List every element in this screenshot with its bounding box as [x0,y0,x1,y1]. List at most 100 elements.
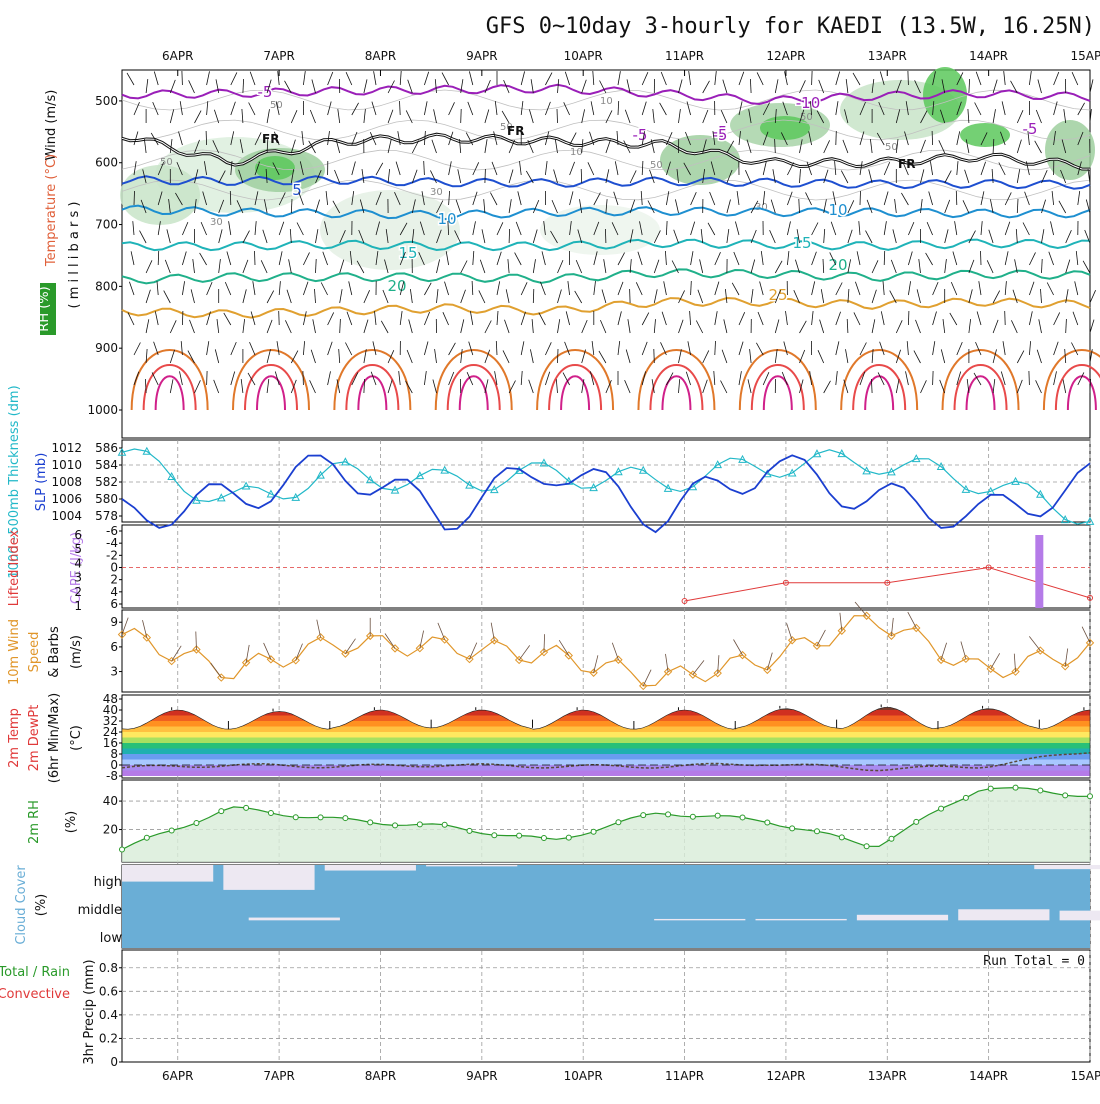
rh-marker [417,822,422,827]
rh-marker [442,822,447,827]
cape-bars [1035,535,1043,608]
isotherm-label: 15 [792,234,811,252]
wind-barb [182,71,183,85]
rh-marker [566,835,571,840]
cloud-middle-gap [756,919,847,920]
rh-marker [963,795,968,800]
isotherm-label: 25 [768,286,787,304]
wind-yaxis-tick: 6 [110,640,118,654]
rh-marker [517,833,522,838]
date-label-bottom: 14APR [969,1069,1008,1083]
wind-barb [860,191,861,205]
rh-marker [939,806,944,811]
date-label-top: 12APR [766,49,805,63]
rh-marker [616,820,621,825]
wind-barb [884,251,885,265]
date-label-top: 6APR [162,49,193,63]
temp-band [122,743,1090,749]
rh-marker [988,786,993,791]
rh-marker [1088,794,1093,799]
rh-contour-label: 10 [570,147,583,158]
chart-title: GFS 0~10day 3-hourly for KAEDI (13.5W, 1… [486,14,1095,39]
rh-marker [889,836,894,841]
wind-barb [255,251,256,265]
wind-barb [1005,311,1006,325]
rh-marker [591,829,596,834]
cloud-middle-gap [958,909,1049,920]
precip-label-conv: Convective [0,987,70,1002]
cape-yaxis-tick: 2 [74,585,82,599]
date-label-bottom: 10APR [564,1069,603,1083]
wind-barb [933,371,934,385]
rh-marker [467,828,472,833]
date-label-top: 14APR [969,49,1008,63]
date-label-bottom: 12APR [766,1069,805,1083]
temp-band [122,765,1090,771]
upper-yaxis-tick: 800 [95,279,118,293]
date-label-top: 13APR [868,49,907,63]
wind-barb [158,251,159,265]
rh-marker [219,809,224,814]
date-label-top: 15APR [1070,49,1100,63]
rh-marker [343,816,348,821]
cape-yaxis-tick: 1 [74,599,82,613]
precip-axis-label: 3hr Precip (mm) [82,959,97,1064]
rh-marker [293,815,298,820]
rh-marker [120,847,125,852]
date-label-bottom: 8APR [365,1069,396,1083]
rh-blob [120,165,200,225]
precip-label-total: Total / Rain [0,965,70,980]
cloud-high-gap [122,865,213,882]
rh-marker [541,835,546,840]
temp-yaxis-tick: -8 [106,769,118,783]
isotherm-label: -5 [633,126,648,144]
rh-blob [1045,120,1095,180]
rh-blob [923,67,967,123]
wind-barb [836,131,837,145]
rh-marker [318,815,323,820]
lifted-label: Lifted Index [7,529,22,606]
cloud-level-low: low [100,931,123,946]
cloud-middle-gap [249,918,340,921]
wind-barb [981,251,982,265]
rh-blob [660,135,740,185]
wind-yaxis-tick: 3 [110,665,118,679]
wind-barb [932,131,933,145]
wind-barb [485,169,486,183]
isotherm-label: -10 [796,94,821,112]
slp-label: SLP (mb) [34,453,49,512]
cloud-high-gap [223,865,314,890]
rh-marker [268,810,273,815]
wind-barb [303,371,304,385]
rh-contour-label: 30 [210,217,223,228]
cloud-middle-gap [857,915,948,921]
wind-barb [461,109,462,123]
temp2m-label-1: 2m Temp [7,708,22,768]
rh2m-units: (%) [64,811,79,834]
cloud-label: Cloud Cover [14,865,29,945]
rh-marker [194,821,199,826]
cloud-high-gap [1034,865,1100,869]
wind-barb [630,289,631,303]
thickness-yaxis-tick: 578 [95,509,118,523]
thickness-yaxis-tick: 584 [95,458,118,472]
wind-barb [533,289,534,303]
isotherm-label: 10 [437,210,456,228]
slp-yaxis-tick: 1004 [51,509,82,523]
rh-marker [765,820,770,825]
rh-marker [864,844,869,849]
wind10-label-3: & Barbs [47,626,62,678]
temp-band [122,754,1090,760]
wind-barb [230,191,231,205]
date-label-top: 8APR [365,49,396,63]
rh2m-label: 2m RH [27,800,42,844]
date-label-bottom: 7APR [263,1069,294,1083]
cloud-middle-gap [654,919,745,920]
precip-yaxis-tick: 0.2 [99,1031,118,1045]
upper-yaxis-tick: 900 [95,341,118,355]
wind-barb [207,371,208,385]
cape-yaxis-tick: 5 [74,542,82,556]
